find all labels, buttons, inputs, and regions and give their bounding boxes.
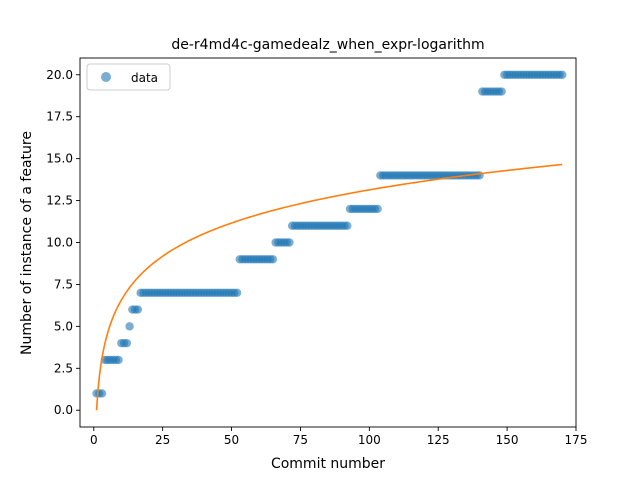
data-point [98, 389, 106, 397]
y-tick-label: 0.0 [54, 403, 73, 417]
data-point [134, 305, 142, 313]
data-point [285, 238, 293, 246]
chart-title: de-r4md4c-gamedealz_when_expr-logarithm [171, 37, 484, 53]
data-point [475, 171, 483, 179]
legend-label-data: data [131, 71, 158, 85]
y-tick-label: 12.5 [46, 194, 73, 208]
data-point [558, 71, 566, 79]
x-tick-label: 125 [427, 433, 450, 447]
y-tick-label: 17.5 [46, 110, 73, 124]
x-tick-label: 25 [155, 433, 170, 447]
legend-marker-data [101, 72, 111, 82]
x-tick-label: 0 [90, 433, 98, 447]
data-point [114, 356, 122, 364]
data-point [123, 339, 131, 347]
data-point [233, 289, 241, 297]
data-point [373, 205, 381, 213]
data-point [343, 222, 351, 230]
data-point [125, 322, 133, 330]
x-tick-label: 100 [358, 433, 381, 447]
y-tick-label: 2.5 [54, 361, 73, 375]
y-tick-label: 15.0 [46, 152, 73, 166]
y-tick-label: 5.0 [54, 319, 73, 333]
y-tick-label: 20.0 [46, 68, 73, 82]
x-tick-label: 50 [224, 433, 239, 447]
x-tick-label: 75 [293, 433, 308, 447]
x-tick-label: 150 [496, 433, 519, 447]
y-tick-label: 10.0 [46, 236, 73, 250]
x-axis-label: Commit number [271, 456, 385, 472]
legend: data [87, 64, 170, 90]
data-point [269, 255, 277, 263]
y-tick-label: 7.5 [54, 277, 73, 291]
x-tick-label: 175 [565, 433, 588, 447]
data-point [497, 87, 505, 95]
y-axis-label: Number of instance of a feature [19, 131, 35, 355]
